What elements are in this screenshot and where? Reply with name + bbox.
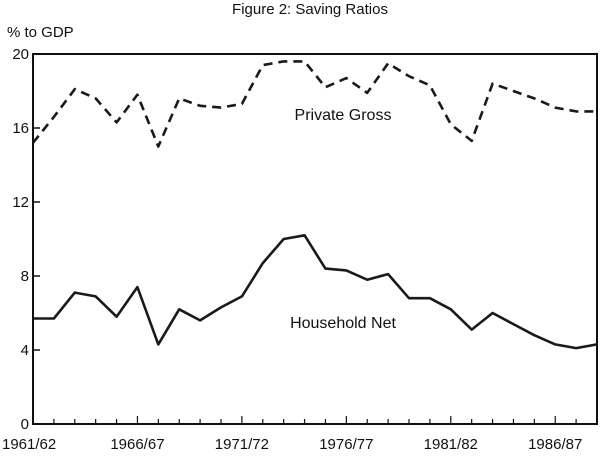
private-gross-label: Private Gross (295, 107, 392, 124)
y-tick-label: 20 (12, 46, 29, 63)
household-net-label: Household Net (290, 315, 396, 332)
household-net-line (33, 234, 598, 350)
y-tick-label: 16 (12, 120, 29, 137)
x-axis-ticks: 1961/62 1966/67 1971/72 1976/77 1981/82 1986/… (2, 416, 598, 453)
y-tick-label: 12 (12, 194, 29, 211)
x-tick-label: 1976/77 (319, 436, 373, 453)
chart-title: Figure 2: Saving Ratios (232, 1, 388, 18)
series-lines (31, 60, 598, 350)
y-tick-label: 8 (21, 268, 29, 285)
private-gross-point (303, 60, 305, 62)
x-tick-label: 1981/82 (424, 436, 478, 453)
x-tick-label: 1961/62 (2, 436, 56, 453)
x-tick-label: 1971/72 (215, 436, 269, 453)
y-tick-label: 4 (21, 342, 29, 359)
private-gross-point (450, 123, 452, 125)
x-tick-label: 1986/87 (528, 436, 582, 453)
private-gross-line (31, 60, 597, 148)
y-axis-ticks: 0 4 8 12 16 20 (12, 46, 40, 433)
y-axis-label: % to GDP (7, 24, 74, 41)
plot-frame (32, 53, 598, 425)
y-tick-label: 0 (21, 416, 29, 433)
private-gross-point (429, 84, 431, 86)
x-tick-label: 1966/67 (110, 436, 164, 453)
private-gross-point (178, 97, 180, 99)
